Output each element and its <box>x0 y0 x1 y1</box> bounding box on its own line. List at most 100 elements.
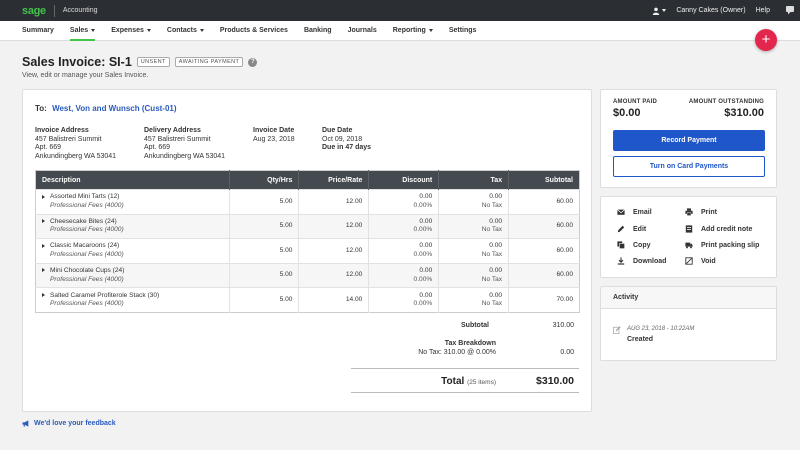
col-discount: Discount <box>368 170 439 190</box>
help-icon[interactable]: ? <box>248 57 258 67</box>
activity-date: AUG 23, 2018 - 10:22AM <box>627 326 695 332</box>
discount-percent: 0.00% <box>413 275 433 283</box>
expand-icon[interactable] <box>42 219 45 224</box>
cell-qty: 5.00 <box>228 213 299 239</box>
nav-summary[interactable]: Summary <box>22 21 54 41</box>
cell-discount: 0.00 0.00% <box>368 238 439 264</box>
sage-logo[interactable]: sage <box>22 4 46 17</box>
total-label: Total <box>441 376 465 387</box>
total-label-group: Total (25 items) <box>441 376 496 387</box>
nav-expenses[interactable]: Expenses <box>111 21 151 41</box>
create-new-button[interactable]: + <box>755 29 777 51</box>
user-menu[interactable] <box>652 7 667 15</box>
copy-action[interactable]: Copy <box>617 241 651 249</box>
total-value: $310.00 <box>536 375 574 387</box>
due-date-heading: Due Date <box>322 127 353 134</box>
tax-amount: 0.00 <box>489 242 503 250</box>
invoice-date: Invoice Date Aug 23, 2018 <box>253 127 295 144</box>
table-row[interactable]: Mini Chocolate Cups (24) Professional Fee… <box>35 262 580 288</box>
tax-amount: 0.00 <box>489 217 503 225</box>
record-payment-button[interactable]: Record Payment <box>613 130 765 151</box>
user-name[interactable]: Canny Cakes (Owner) <box>676 7 746 14</box>
cell-price: 12.00 <box>298 189 369 215</box>
topbar-right: Canny Cakes (Owner) Help <box>652 0 770 21</box>
edit-history-icon <box>613 326 621 334</box>
tax-rate: No Tax <box>481 250 503 258</box>
delivery-address: Delivery Address 457 Balistreri Summit A… <box>144 127 225 161</box>
page-title: Sales Invoice: SI-1 UNSENT AWAITING PAYM… <box>22 55 258 69</box>
print-packing-slip-action[interactable]: Print packing slip <box>685 241 759 249</box>
subtotal-value: 310.00 <box>552 322 574 329</box>
cell-price: 12.00 <box>298 238 369 264</box>
cell-subtotal: 70.00 <box>508 287 580 313</box>
tax-rate: No Tax <box>481 226 503 234</box>
address-line: Ankundingberg WA 53041 <box>35 152 117 160</box>
discount-percent: 0.00% <box>413 250 433 258</box>
cell-discount: 0.00 0.00% <box>368 213 439 239</box>
user-icon <box>653 7 660 15</box>
col-subtotal: Subtotal <box>508 170 580 190</box>
print-action[interactable]: Print <box>685 208 717 216</box>
table-row[interactable]: Cheesecake Bites (24) Professional Fees (… <box>35 213 580 239</box>
due-date: Due Date Oct 09, 2018 Due in 47 days <box>322 127 371 153</box>
cell-discount: 0.00 0.00% <box>368 189 439 215</box>
feedback-label: We'd love your feedback <box>34 420 116 427</box>
turn-on-card-payments-button[interactable]: Turn on Card Payments <box>613 156 765 177</box>
address-line: Apt. 669 <box>35 144 62 152</box>
cell-qty: 5.00 <box>228 262 299 288</box>
discount-amount: 0.00 <box>419 291 433 299</box>
help-link[interactable]: Help <box>755 7 770 14</box>
expand-icon[interactable] <box>42 292 45 297</box>
invoice-date-heading: Invoice Date <box>253 127 295 134</box>
divider <box>53 4 55 17</box>
cell-description: Assorted Mini Tarts (12) Professional Fee… <box>35 189 230 215</box>
nav-products-services[interactable]: Products & Services <box>220 21 288 41</box>
divider <box>351 368 579 369</box>
cell-price: 12.00 <box>298 213 369 239</box>
table-row[interactable]: Assorted Mini Tarts (12) Professional Fee… <box>35 189 580 215</box>
nav-sales[interactable]: Sales <box>69 21 96 41</box>
cell-description: Classic Macaroons (24) Professional Fees … <box>35 238 230 264</box>
discount-percent: 0.00% <box>413 201 433 209</box>
cell-tax: 0.00 No Tax <box>438 262 509 288</box>
chevron-down-icon <box>199 29 204 32</box>
activity-card: Activity AUG 23, 2018 - 10:22AM Created <box>600 286 777 361</box>
table-row[interactable]: Salted Caramel Profiterole Stack (30) Pro… <box>35 287 580 313</box>
feedback-link[interactable]: We'd love your feedback <box>22 420 116 427</box>
top-bar: sage Accounting Canny Cakes (Owner) Help <box>0 0 800 21</box>
due-date-value: Oct 09, 2018 <box>322 135 363 143</box>
cell-qty: 5.00 <box>228 287 299 313</box>
total-items: (25 items) <box>467 379 496 386</box>
amount-paid-label: AMOUNT PAID <box>613 99 658 105</box>
item-name: Assorted Mini Tarts (12) <box>50 193 120 201</box>
ledger-account: Professional Fees (4000) <box>50 300 124 308</box>
activity-heading: Activity <box>601 287 776 309</box>
ledger-account: Professional Fees (4000) <box>50 201 124 209</box>
expand-icon[interactable] <box>42 268 45 273</box>
nav-label: Expenses <box>111 27 144 34</box>
edit-action[interactable]: Edit <box>617 225 646 233</box>
cell-description: Salted Caramel Profiterole Stack (30) Pro… <box>35 287 230 313</box>
void-action[interactable]: Void <box>685 257 716 265</box>
expand-icon[interactable] <box>42 194 45 199</box>
address-line: Ankundingberg WA 53041 <box>144 152 226 160</box>
megaphone-icon <box>22 420 29 427</box>
cell-description: Mini Chocolate Cups (24) Professional Fee… <box>35 262 230 288</box>
chat-icon[interactable] <box>785 5 795 15</box>
tax-breakdown-value: 0.00 <box>560 349 574 356</box>
due-date-note: Due in 47 days <box>322 144 372 152</box>
expand-icon[interactable] <box>42 243 45 248</box>
nav-contacts[interactable]: Contacts <box>167 21 204 41</box>
nav-banking[interactable]: Banking <box>304 21 332 41</box>
nav-reporting[interactable]: Reporting <box>393 21 433 41</box>
email-action[interactable]: Email <box>617 208 652 216</box>
copy-icon <box>617 241 625 249</box>
download-action[interactable]: Download <box>617 257 666 265</box>
add-credit-note-action[interactable]: Add credit note <box>685 225 752 233</box>
nav-settings[interactable]: Settings <box>449 21 477 41</box>
customer-link[interactable]: West, Von and Wunsch (Cust-01) <box>52 104 177 113</box>
table-row[interactable]: Classic Macaroons (24) Professional Fees … <box>35 238 580 264</box>
cell-subtotal: 60.00 <box>508 238 580 264</box>
nav-journals[interactable]: Journals <box>348 21 377 41</box>
nav-label: Reporting <box>392 27 426 34</box>
